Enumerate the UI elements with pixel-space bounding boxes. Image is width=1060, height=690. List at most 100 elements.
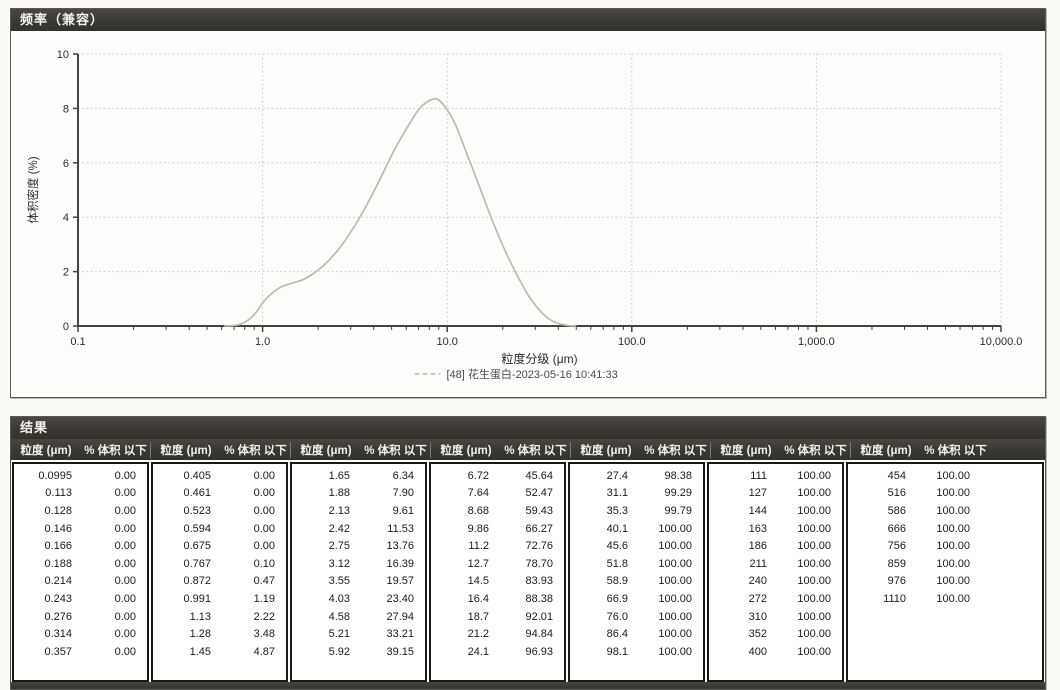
size-value: 1.65: [328, 469, 350, 482]
pct-value: 100.00: [797, 575, 831, 588]
size-value: 0.767: [183, 557, 211, 570]
table-row: 6.72 45.64: [431, 467, 555, 485]
pct-value: 0.00: [114, 610, 136, 623]
size-value: 14.5: [467, 575, 489, 588]
table-row: 1.13 2.22: [153, 608, 277, 626]
size-value: 0.314: [44, 628, 72, 641]
y-tick-label: 0: [63, 321, 69, 333]
x-tick-label: 100.0: [618, 336, 646, 348]
pct-value: 0.00: [114, 469, 136, 482]
table-row: 859 100.00: [848, 555, 972, 573]
size-value: 2.13: [328, 504, 350, 517]
size-value: 2.42: [328, 522, 350, 535]
size-value: 86.4: [606, 628, 628, 641]
table-row: 98.1 100.00: [570, 643, 694, 661]
table-row: 310 100.00: [709, 608, 833, 626]
table-row: 16.4 88.38: [431, 590, 555, 608]
size-value: 0.188: [44, 557, 72, 570]
pct-value: 100.00: [936, 557, 970, 570]
table-row: 240 100.00: [709, 573, 833, 591]
size-value: 400: [748, 645, 767, 658]
results-table-body: 0.0995 0.00 0.113 0.00 0.128 0.00 0.146 0.00 0.1…: [11, 460, 1045, 682]
table-row: 454 100.00: [848, 467, 972, 485]
size-value: 1.45: [189, 645, 211, 658]
size-value: 111: [750, 469, 767, 482]
size-value: 2.75: [328, 540, 350, 553]
pct-value: 100.00: [658, 522, 692, 535]
pct-value: 100.00: [658, 592, 692, 605]
pct-value: 100.00: [936, 504, 970, 517]
results-table-header: 粒度 (μm)% 体积 以下 粒度 (μm)% 体积 以下 粒度 (μm)% 体积 …: [11, 439, 1045, 460]
table-row: 3.55 19.57: [292, 573, 416, 591]
table-row: 40.1 100.00: [570, 520, 694, 538]
pct-value: 19.57: [386, 575, 414, 588]
chart-gridlines: [78, 53, 1002, 326]
pct-value: 100.00: [936, 522, 970, 535]
pct-value: 78.70: [525, 557, 553, 570]
pct-value: 72.76: [525, 540, 553, 553]
pct-column-header: % 体积 以下: [224, 444, 287, 457]
results-column-group-header: 粒度 (μm) % 体积 以下: [150, 441, 290, 458]
table-row: 4.58 27.94: [292, 608, 416, 626]
x-tick-labels: 0.1 1.0 10.0 100.0 1,000.0 10,000.0: [70, 326, 1022, 348]
results-column-group-header: 粒度 (μm) % 体积 以下: [850, 441, 1045, 458]
y-tick-label: 4: [63, 212, 69, 224]
table-row: 111 100.00: [709, 467, 833, 485]
pct-value: 0.00: [253, 487, 275, 500]
frequency-curve: [224, 97, 577, 327]
results-column-group: 454 100.00 516 100.00 586 100.00 666 100.00 756 1…: [846, 462, 1044, 682]
legend-label: [48] 花生蛋白-2023-05-16 10:41:33: [447, 367, 618, 381]
size-column-header: 粒度 (μm): [860, 444, 912, 457]
size-value: 0.166: [44, 540, 72, 553]
size-value: 0.243: [44, 592, 72, 605]
size-value: 240: [748, 575, 767, 588]
pct-value: 100.00: [658, 540, 692, 553]
size-value: 18.7: [467, 610, 489, 623]
pct-value: 7.90: [392, 487, 414, 500]
table-row: 66.9 100.00: [570, 590, 694, 608]
size-value: 0.113: [45, 487, 72, 500]
pct-value: 100.00: [658, 557, 692, 570]
table-row: 0.991 1.19: [153, 590, 277, 608]
pct-value: 0.00: [253, 469, 275, 482]
pct-value: 83.93: [525, 575, 553, 588]
table-row: 0.767 0.10: [153, 555, 277, 573]
results-column-group: 27.4 98.38 31.1 99.29 35.3 99.79 40.1 100.00 45.…: [568, 462, 705, 682]
size-value: 186: [748, 540, 767, 553]
size-value: 454: [887, 469, 906, 482]
frequency-chart-svg: 0 2 4 6 8 10 0.1 1.0 10.0 100.0 1,000.0 10,000.0 体积密…: [26, 49, 1022, 381]
results-column-group: 6.72 45.64 7.64 52.47 8.68 59.43 9.86 66.27 11.2…: [429, 462, 566, 682]
size-value: 0.991: [183, 592, 211, 605]
table-row: 58.9 100.00: [570, 573, 694, 591]
pct-value: 0.00: [114, 645, 136, 658]
results-column-group: 111 100.00 127 100.00 144 100.00 163 100.00 186 1…: [707, 462, 844, 682]
size-value: 0.214: [44, 575, 72, 588]
size-value: 163: [748, 522, 767, 535]
pct-column-header: % 体积 以下: [784, 444, 847, 457]
pct-value: 100.00: [797, 469, 831, 482]
table-row: 516 100.00: [848, 485, 972, 503]
table-row: 76.0 100.00: [570, 608, 694, 626]
pct-value: 0.00: [114, 540, 136, 553]
pct-value: 0.00: [253, 522, 275, 535]
size-value: 3.12: [328, 557, 350, 570]
pct-value: 99.79: [664, 504, 692, 517]
pct-value: 23.40: [386, 592, 414, 605]
size-value: 0.357: [44, 645, 72, 658]
table-row: 272 100.00: [709, 590, 833, 608]
pct-value: 100.00: [797, 592, 831, 605]
pct-value: 39.15: [386, 645, 414, 658]
results-column-group-header: 粒度 (μm) % 体积 以下: [430, 441, 570, 458]
table-row: 24.1 96.93: [431, 643, 555, 661]
table-row: 5.21 33.21: [292, 625, 416, 643]
table-row: 8.68 59.43: [431, 502, 555, 520]
pct-value: 100.00: [658, 610, 692, 623]
pct-value: 2.22: [253, 610, 275, 623]
pct-value: 0.00: [253, 504, 275, 517]
x-tick-label: 1,000.0: [798, 336, 835, 348]
size-value: 127: [748, 487, 767, 500]
size-value: 0.0995: [38, 469, 72, 482]
size-value: 516: [887, 487, 906, 500]
table-row: 400 100.00: [709, 643, 833, 661]
table-row: 3.12 16.39: [292, 555, 416, 573]
